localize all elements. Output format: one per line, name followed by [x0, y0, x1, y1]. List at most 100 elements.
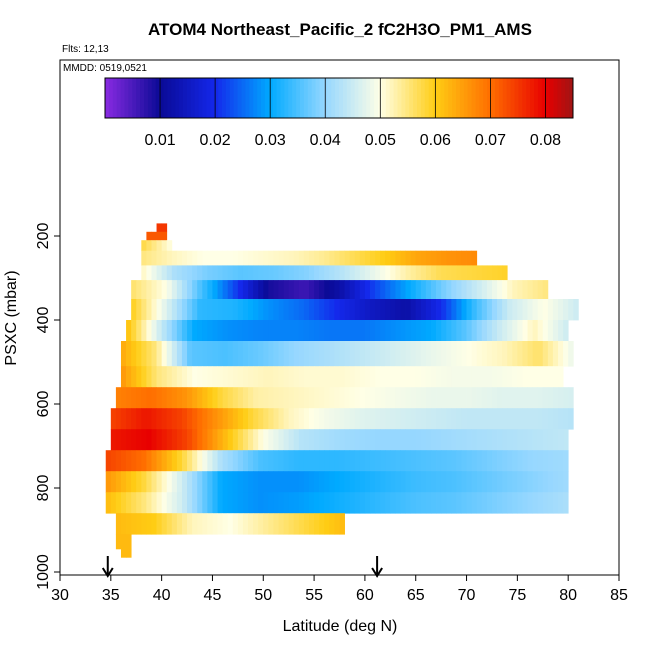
heatmap-cell [293, 250, 300, 266]
heatmap-cell [166, 492, 173, 514]
heatmap-cell [481, 299, 488, 321]
heatmap-cell [354, 280, 361, 300]
heatmap-cell [436, 280, 442, 300]
heatmap-cell [497, 429, 503, 451]
heatmap-cell [314, 387, 320, 409]
heatmap-cell [314, 341, 320, 367]
heatmap-cell [248, 429, 254, 451]
colorbar-segment [389, 78, 395, 118]
heatmap-cell [197, 320, 203, 342]
heatmap-cell [166, 387, 173, 409]
heatmap-cell [461, 280, 467, 300]
heatmap-cell [319, 471, 325, 493]
heatmap-cell [558, 492, 564, 514]
heatmap-cell [542, 341, 549, 367]
heatmap-cell [415, 408, 422, 430]
colorbar-segment [342, 78, 348, 118]
heatmap-cell [476, 320, 483, 342]
heatmap-cell [161, 265, 168, 281]
heatmap-cell [446, 387, 452, 409]
heatmap-cell [547, 366, 554, 388]
heatmap-cell [227, 250, 234, 266]
heatmap-cell [522, 408, 528, 430]
heatmap-cell [237, 299, 244, 321]
heatmap-cell [222, 513, 229, 535]
heatmap-cell [273, 280, 279, 300]
heatmap-cell [258, 341, 264, 367]
heatmap-cell [303, 450, 310, 472]
heatmap-cell [395, 265, 401, 281]
heatmap-cell [512, 280, 518, 300]
heatmap-cell [349, 429, 356, 451]
heatmap-cell [156, 240, 163, 252]
heatmap-cell [456, 471, 462, 493]
heatmap-cell [263, 387, 269, 409]
colorbar-segment [171, 78, 176, 118]
heatmap-cell [466, 366, 473, 388]
heatmap-cell [207, 265, 213, 281]
colorbar-segment [198, 78, 203, 118]
heatmap-cell [354, 265, 361, 281]
heatmap-cell [136, 429, 142, 451]
heatmap-cell [232, 450, 239, 472]
heatmap-cell [451, 408, 457, 430]
heatmap-cell [298, 492, 305, 514]
heatmap-cell [329, 299, 335, 321]
heatmap-cell [126, 534, 132, 550]
heatmap-cell [278, 513, 284, 535]
heatmap-cell [242, 387, 249, 409]
heatmap-cell [481, 450, 488, 472]
heatmap-cell [166, 471, 173, 493]
heatmap-cell [227, 492, 234, 514]
heatmap-cell [542, 450, 549, 472]
heatmap-cell [430, 450, 437, 472]
colorbar-segment [405, 78, 410, 118]
heatmap-cell [197, 250, 203, 266]
heatmap-cell [359, 429, 366, 451]
heatmap-cell [151, 231, 157, 241]
heatmap-cell [309, 513, 315, 535]
heatmap-cell [303, 408, 310, 430]
heatmap-cell [120, 429, 127, 451]
heatmap-cell [288, 492, 295, 514]
heatmap-cell [481, 265, 488, 281]
heatmap-cell [491, 265, 498, 281]
heatmap-cell [166, 320, 173, 342]
heatmap-cell [359, 450, 366, 472]
heatmap-cell [319, 450, 325, 472]
heatmap-cell [293, 366, 300, 388]
heatmap-cell [136, 408, 142, 430]
heatmap-cell [288, 250, 295, 266]
heatmap-cell [405, 280, 412, 300]
heatmap-cell [141, 471, 147, 493]
heatmap-cell [405, 450, 412, 472]
heatmap-cell [532, 299, 539, 321]
heatmap-cell [268, 471, 274, 493]
heatmap-cell [176, 429, 183, 451]
heatmap-cell [324, 299, 330, 321]
colorbar-segment [569, 78, 574, 118]
heatmap-cell [120, 534, 127, 550]
heatmap-cell [217, 341, 224, 367]
heatmap-cell [309, 492, 315, 514]
heatmap-cell [222, 341, 229, 367]
heatmap-cell [207, 513, 213, 535]
x-tick-label: 30 [51, 587, 69, 604]
heatmap-cell [451, 429, 457, 451]
heatmap-cell [258, 265, 264, 281]
heatmap-cell [547, 471, 554, 493]
heatmap-cell [237, 265, 244, 281]
heatmap-cell [212, 408, 218, 430]
heatmap-cell [288, 450, 295, 472]
heatmap-cell [212, 265, 218, 281]
heatmap-cell [319, 320, 325, 342]
heatmap-cell [334, 299, 340, 321]
heatmap-cell [115, 492, 122, 514]
heatmap-cell [288, 299, 295, 321]
heatmap-cell [395, 341, 401, 367]
heatmap-cell [222, 250, 229, 266]
heatmap-cell [456, 299, 462, 321]
heatmap-cell [456, 450, 462, 472]
heatmap-cell [400, 250, 406, 266]
heatmap-cell [258, 250, 264, 266]
